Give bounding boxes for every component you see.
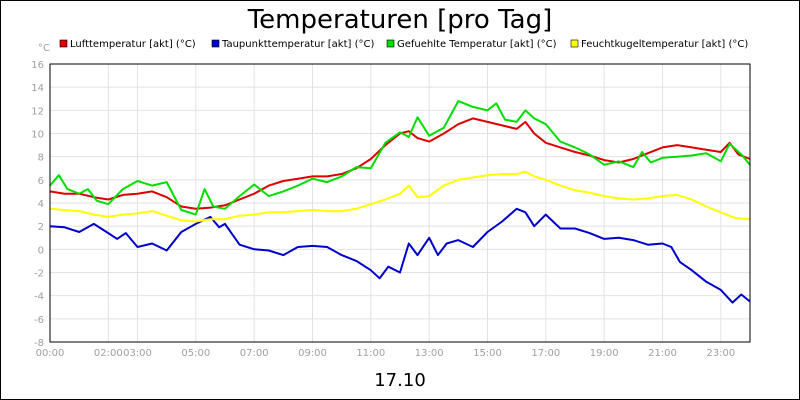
x-tick-label: 03:00 bbox=[123, 348, 152, 359]
y-axis-unit: °C bbox=[38, 43, 50, 54]
legend-label: Lufttemperatur [akt] (°C) bbox=[70, 39, 196, 50]
x-tick-label: 09:00 bbox=[298, 348, 327, 359]
series-line-2 bbox=[49, 207, 751, 304]
x-tick-label: 07:00 bbox=[240, 348, 269, 359]
y-tick-label: 8 bbox=[38, 153, 44, 164]
x-tick-label: 21:00 bbox=[648, 348, 677, 359]
y-tick-label: 12 bbox=[31, 106, 44, 117]
chart-grid bbox=[49, 63, 750, 343]
x-tick-label: 15:00 bbox=[473, 348, 502, 359]
legend-label: Taupunkttemperatur [akt] (°C) bbox=[221, 39, 374, 50]
x-tick-label: 11:00 bbox=[356, 348, 385, 359]
legend-item: Gefuehlte Temperatur [akt] (°C) bbox=[386, 39, 557, 50]
y-tick-label: 2 bbox=[38, 222, 44, 233]
legend-item: Lufttemperatur [akt] (°C) bbox=[59, 39, 196, 50]
series-line-4 bbox=[49, 170, 751, 223]
legend-swatch bbox=[59, 39, 68, 48]
y-tick-label: 16 bbox=[31, 60, 44, 71]
legend-item: Feuchtkugeltemperatur [akt] (°C) bbox=[570, 39, 748, 50]
y-tick-label: -6 bbox=[34, 315, 44, 326]
series-line-3 bbox=[49, 100, 751, 216]
x-tick-label: 02:00 bbox=[94, 348, 123, 359]
chart-title: Temperaturen [pro Tag] bbox=[247, 5, 553, 35]
y-axis-ticks: -8 -6 -4 -2 0 2 4 6 8 10 12 14 16 bbox=[31, 60, 44, 349]
y-tick-label: -2 bbox=[34, 269, 44, 280]
chart-legend: Lufttemperatur [akt] (°C) Taupunkttempera… bbox=[59, 39, 748, 50]
legend-swatch bbox=[211, 39, 220, 48]
x-tick-label: 05:00 bbox=[181, 348, 210, 359]
y-tick-label: 10 bbox=[31, 130, 44, 141]
y-tick-label: 6 bbox=[38, 176, 44, 187]
y-tick-label: -8 bbox=[34, 338, 44, 349]
x-tick-label: 17:00 bbox=[531, 348, 560, 359]
x-tick-label: 19:00 bbox=[590, 348, 619, 359]
legend-label: Gefuehlte Temperatur [akt] (°C) bbox=[397, 39, 557, 50]
legend-item: Taupunkttemperatur [akt] (°C) bbox=[211, 39, 374, 50]
y-tick-label: 14 bbox=[31, 83, 44, 94]
legend-swatch bbox=[386, 39, 395, 48]
y-tick-label: -4 bbox=[34, 292, 44, 303]
x-axis-ticks: 00:00 02:00 03:00 05:00 07:00 09:00 11:00 13:00… bbox=[36, 348, 736, 359]
legend-label: Feuchtkugeltemperatur [akt] (°C) bbox=[581, 39, 748, 50]
x-tick-label: 23:00 bbox=[706, 348, 735, 359]
y-tick-label: 4 bbox=[38, 199, 44, 210]
y-tick-label: 0 bbox=[38, 245, 44, 256]
plot-area-border bbox=[49, 63, 751, 343]
series-lines bbox=[49, 100, 751, 304]
x-tick-label: 00:00 bbox=[36, 348, 65, 359]
date-label: 17.10 bbox=[374, 370, 426, 391]
legend-swatch bbox=[570, 39, 579, 48]
x-tick-label: 13:00 bbox=[415, 348, 444, 359]
